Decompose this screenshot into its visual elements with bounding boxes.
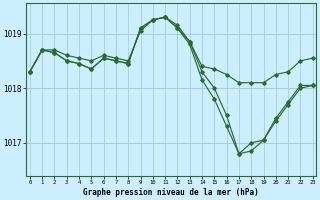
X-axis label: Graphe pression niveau de la mer (hPa): Graphe pression niveau de la mer (hPa)	[84, 188, 259, 197]
